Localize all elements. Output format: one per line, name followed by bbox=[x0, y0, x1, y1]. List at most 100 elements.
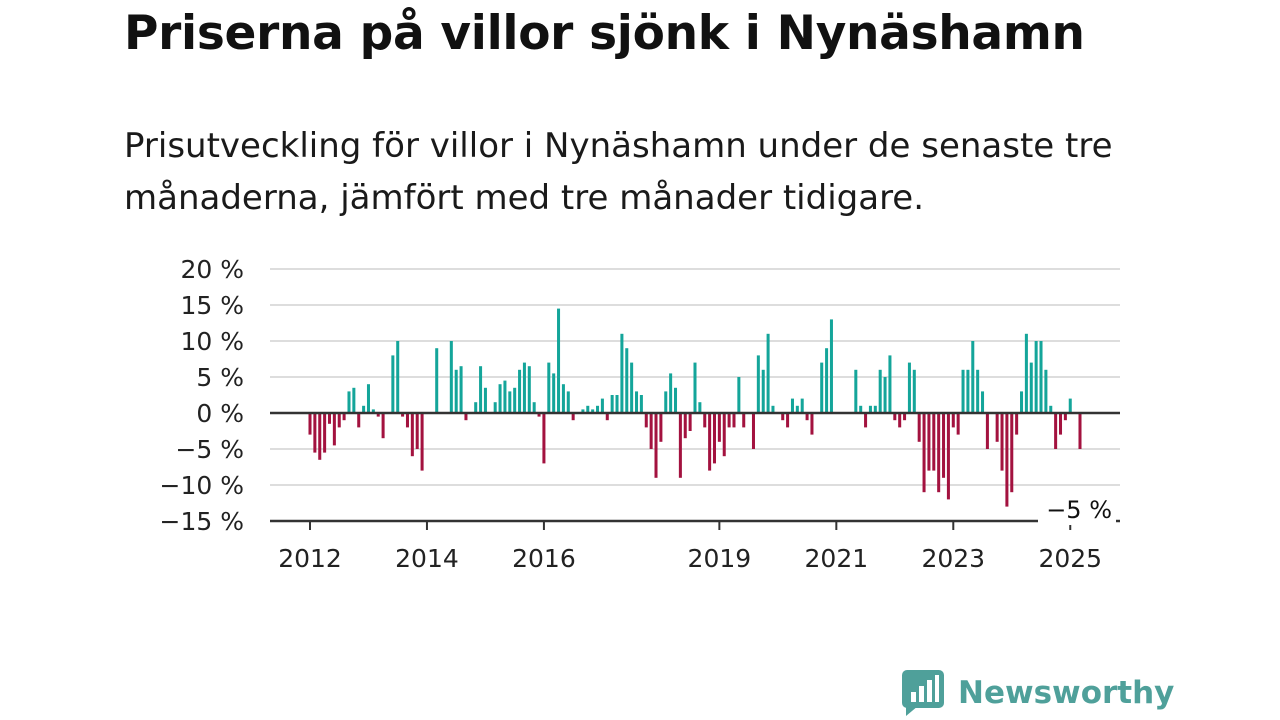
bar-2018-01 bbox=[659, 413, 663, 442]
bar-2025-03 bbox=[1078, 413, 1082, 449]
bar-2012-04 bbox=[323, 413, 327, 453]
bar-2019-06 bbox=[742, 413, 746, 428]
bar-2016-06 bbox=[566, 391, 570, 413]
bar-2017-07 bbox=[630, 362, 634, 413]
bar-2014-03 bbox=[435, 348, 439, 413]
bar-2017-09 bbox=[639, 395, 643, 413]
bar-2020-03 bbox=[786, 413, 790, 428]
x-tick-label: 2016 bbox=[512, 544, 576, 573]
bar-2023-08 bbox=[985, 413, 989, 449]
bar-2013-08 bbox=[401, 413, 405, 417]
newsworthy-brand: Newsworthy bbox=[902, 670, 1175, 716]
bar-2019-03 bbox=[727, 413, 731, 428]
bar-2017-04 bbox=[615, 395, 619, 413]
bar-2021-12 bbox=[888, 355, 892, 413]
bar-2014-12 bbox=[479, 366, 483, 413]
bar-2012-11 bbox=[357, 413, 361, 428]
bar-chart: 20 %15 %10 %5 %0 %−5 %−10 %−15 % 2012 201… bbox=[160, 255, 1120, 573]
bar-2024-11 bbox=[1059, 413, 1063, 435]
bar-2024-05 bbox=[1029, 362, 1033, 413]
bar-2024-08 bbox=[1044, 369, 1048, 413]
bar-2014-09 bbox=[464, 413, 468, 421]
bar-2023-01 bbox=[951, 413, 955, 428]
bar-2015-04 bbox=[498, 384, 502, 413]
bar-2023-03 bbox=[961, 369, 965, 413]
bar-2016-05 bbox=[561, 384, 565, 413]
bar-2020-05 bbox=[795, 405, 799, 413]
bar-2019-12 bbox=[771, 405, 775, 413]
bar-2023-06 bbox=[976, 369, 980, 413]
x-tick-label: 2014 bbox=[395, 544, 459, 573]
bar-2014-07 bbox=[454, 369, 458, 413]
bar-2024-04 bbox=[1024, 333, 1028, 413]
bar-2021-11 bbox=[883, 377, 887, 413]
bar-2016-07 bbox=[571, 413, 575, 421]
bar-2018-03 bbox=[669, 373, 673, 413]
bar-2013-03 bbox=[376, 413, 380, 417]
bar-2022-10 bbox=[937, 413, 941, 493]
annotation-background bbox=[1038, 493, 1116, 525]
y-tick-label: −10 % bbox=[160, 471, 244, 500]
bar-2016-04 bbox=[557, 308, 561, 413]
y-tick-label: −5 % bbox=[175, 435, 244, 464]
bar-2024-06 bbox=[1034, 341, 1038, 413]
y-tick-label: 20 % bbox=[180, 255, 244, 284]
x-tick-label: 2025 bbox=[1038, 544, 1102, 573]
bar-2013-10 bbox=[410, 413, 414, 457]
bar-2015-08 bbox=[518, 369, 522, 413]
bar-2018-05 bbox=[678, 413, 682, 478]
bar-2017-12 bbox=[654, 413, 658, 478]
bar-2015-03 bbox=[493, 402, 497, 413]
bar-2015-07 bbox=[513, 387, 517, 413]
bar-2018-06 bbox=[683, 413, 687, 439]
bar-2024-01 bbox=[1010, 413, 1014, 493]
bar-2020-12 bbox=[829, 319, 833, 413]
x-tick-label: 2023 bbox=[921, 544, 985, 573]
bar-2021-09 bbox=[873, 405, 877, 413]
y-axis-labels: 20 % 15 % 10 % 5 % 0 % −5 % −10 % −15 % bbox=[160, 255, 244, 536]
bar-2013-02 bbox=[371, 409, 375, 413]
bar-2022-08 bbox=[927, 413, 931, 471]
bar-2017-01 bbox=[600, 398, 604, 413]
chart-title: Priserna på villor sjönk i Nynäshamn bbox=[124, 6, 1085, 61]
bar-2017-06 bbox=[625, 348, 629, 413]
bar-2019-10 bbox=[761, 369, 765, 413]
bar-2013-07 bbox=[396, 341, 400, 413]
bar-2014-06 bbox=[449, 341, 453, 413]
y-tick-label: −15 % bbox=[160, 507, 244, 536]
bar-2021-05 bbox=[854, 369, 858, 413]
latest-value-label: −5 % bbox=[1046, 496, 1112, 524]
bar-2018-08 bbox=[693, 362, 697, 413]
bar-2017-10 bbox=[644, 413, 648, 428]
y-tick-label: 15 % bbox=[180, 291, 244, 320]
bar-2023-05 bbox=[971, 341, 975, 413]
bar-2021-08 bbox=[868, 405, 872, 413]
bar-2024-10 bbox=[1054, 413, 1058, 449]
bar-2023-10 bbox=[995, 413, 999, 442]
bar-2018-02 bbox=[664, 391, 668, 413]
x-tick-label: 2019 bbox=[688, 544, 752, 573]
bar-2013-09 bbox=[405, 413, 409, 428]
bar-2012-12 bbox=[362, 405, 366, 413]
bar-2020-08 bbox=[810, 413, 814, 435]
bar-2019-04 bbox=[732, 413, 736, 428]
bar-2015-01 bbox=[483, 387, 487, 413]
bar-2015-09 bbox=[522, 362, 526, 413]
bar-2022-03 bbox=[903, 413, 907, 421]
bar-2022-06 bbox=[917, 413, 921, 442]
bar-chart-badge-icon bbox=[902, 670, 944, 716]
bar-2021-07 bbox=[864, 413, 868, 428]
bar-2012-09 bbox=[347, 391, 351, 413]
bar-2013-01 bbox=[366, 384, 370, 413]
bar-2020-11 bbox=[825, 348, 829, 413]
bar-2018-11 bbox=[708, 413, 712, 471]
bar-2018-04 bbox=[674, 387, 678, 413]
bar-2015-05 bbox=[503, 380, 507, 413]
bar-2015-11 bbox=[532, 402, 536, 413]
bar-2021-06 bbox=[859, 405, 863, 413]
axes bbox=[270, 411, 1120, 530]
bar-2018-10 bbox=[703, 413, 707, 428]
y-tick-label: 5 % bbox=[196, 363, 244, 392]
bar-2012-06 bbox=[332, 413, 336, 446]
brand-name: Newsworthy bbox=[958, 675, 1175, 711]
